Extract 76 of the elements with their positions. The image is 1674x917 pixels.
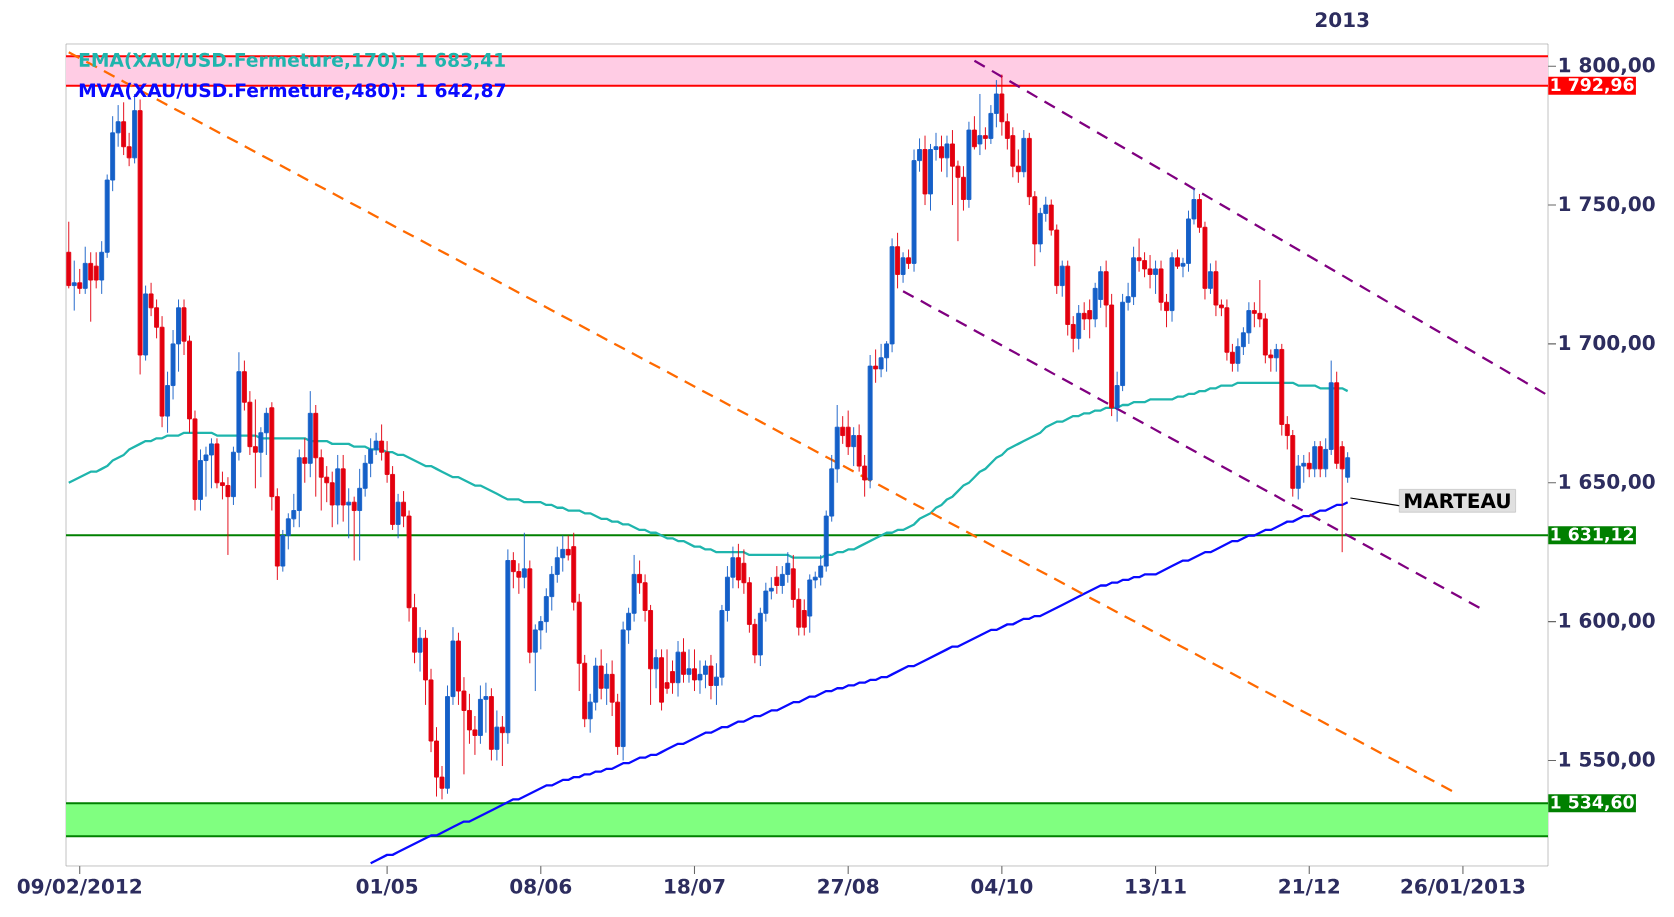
candlestick xyxy=(774,565,780,595)
candlestick xyxy=(1306,451,1312,478)
candlestick xyxy=(939,135,944,173)
y-tick-label: 1 550,00 xyxy=(1559,751,1655,770)
candlestick xyxy=(307,390,313,478)
candlestick xyxy=(488,687,494,761)
candlestick xyxy=(351,496,357,561)
y-tick-label: 1 800,00 xyxy=(1559,57,1655,76)
x-tick-label: 13/11 xyxy=(1126,878,1186,896)
candlestick xyxy=(900,251,906,284)
y-tick-label: 1 600,00 xyxy=(1559,612,1655,631)
candlestick xyxy=(708,654,714,700)
candlestick xyxy=(1345,451,1351,484)
candlestick xyxy=(521,532,527,589)
x-tick-label: 04/10 xyxy=(971,878,1033,896)
candlestick xyxy=(527,560,533,664)
x-tick-label: 27/08 xyxy=(818,878,879,896)
candlestick xyxy=(1317,440,1323,478)
x-tick-label: 21/12 xyxy=(1279,878,1339,896)
ref-line-label: 1 631,12 xyxy=(1551,527,1634,543)
x-tick-label: 01/05 xyxy=(356,878,418,896)
candlestick xyxy=(1273,343,1279,373)
candlestick xyxy=(1208,262,1213,295)
candlestick xyxy=(1059,260,1065,298)
candlestick xyxy=(143,285,149,362)
candlestick xyxy=(604,662,610,706)
x-tick-label: 08/06 xyxy=(510,878,572,896)
candlestick xyxy=(1076,304,1082,350)
annotation: MARTEAU xyxy=(1405,493,1510,509)
candlestick xyxy=(1021,129,1027,178)
candlestick xyxy=(851,426,857,467)
candlestick xyxy=(867,354,873,489)
candlestick xyxy=(1175,249,1180,270)
candlestick xyxy=(922,135,928,206)
candlestick xyxy=(977,93,983,156)
candlestick xyxy=(71,260,77,312)
ref-line-label: 1 534,60 xyxy=(1551,795,1634,811)
candlestick xyxy=(598,648,604,700)
candlestick xyxy=(1312,440,1318,478)
candlestick xyxy=(346,487,352,539)
ref-line-label: 1 792,96 xyxy=(1551,78,1634,94)
candlestick xyxy=(77,268,83,295)
candlestick xyxy=(499,715,505,767)
x-tick-label: 26/01/2013 xyxy=(1401,878,1525,896)
candlestick xyxy=(966,121,972,209)
candlestick xyxy=(1169,251,1175,323)
x-tick-label: 09/02/2012 xyxy=(17,878,141,896)
candlestick xyxy=(681,637,686,684)
candlestick xyxy=(895,232,901,289)
candlestick xyxy=(906,249,911,270)
x-tick-label: 18/07 xyxy=(665,878,725,896)
candlestick xyxy=(944,135,950,178)
candlestick xyxy=(873,348,879,384)
candlestick xyxy=(137,99,143,375)
text: 2013 xyxy=(1315,12,1369,28)
candlestick xyxy=(395,493,401,539)
candlestick xyxy=(302,437,308,484)
candlestick xyxy=(505,548,511,745)
y-tick-label: 1 650,00 xyxy=(1559,473,1655,492)
candlestick xyxy=(82,246,88,295)
candlestick xyxy=(675,640,681,698)
y-tick-label: 1 750,00 xyxy=(1559,196,1655,214)
candlestick xyxy=(340,454,346,523)
candlestick xyxy=(692,648,697,692)
candlestick xyxy=(1153,260,1158,295)
y-tick-label: 1 700,00 xyxy=(1559,335,1655,353)
candlestick xyxy=(494,710,500,761)
text: EMA(XAU/USD.Fermeture,170): 1 683,41 xyxy=(79,52,505,70)
candlestick xyxy=(653,648,659,689)
candlestick xyxy=(686,648,692,684)
candlestick xyxy=(982,126,988,150)
candlestick xyxy=(335,454,341,525)
candlestick xyxy=(417,626,423,673)
candlestick xyxy=(66,221,72,289)
candlestick xyxy=(971,115,977,150)
text: MVA(XAU/USD.Fermeture,480): 1 642,87 xyxy=(79,82,506,100)
